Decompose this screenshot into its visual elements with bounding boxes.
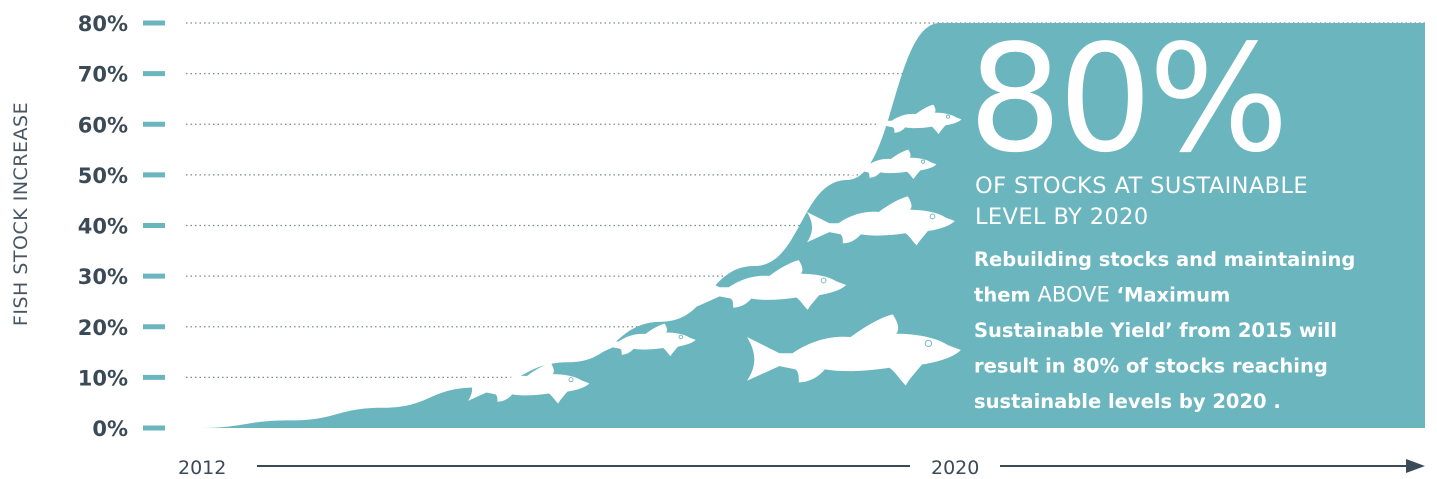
x-axis-arrow [257, 459, 1425, 473]
y-tick-label: 60% [78, 113, 128, 137]
y-tick-label: 50% [78, 164, 128, 188]
subheadline-line-1: OF STOCKS AT SUSTAINABLE [975, 173, 1308, 199]
y-tick-label: 20% [78, 316, 128, 340]
y-tick-label: 70% [78, 63, 128, 87]
body-paragraph: Rebuilding stocks and maintaining them AB… [974, 248, 1355, 413]
body-line: result in 80% of stocks reaching [974, 355, 1328, 378]
body-line: them ABOVE ‘Maximum [974, 283, 1230, 307]
body-line: sustainable levels by 2020 . [974, 390, 1281, 413]
fish-eye [568, 377, 574, 383]
y-tick-label: 40% [78, 215, 128, 239]
y-axis-label: FISH STOCK INCREASE [10, 102, 32, 326]
body-line: Sustainable Yield’ from 2015 will [974, 319, 1337, 342]
y-tick-label: 80% [78, 12, 128, 36]
subheadline-line-2: LEVEL BY 2020 [975, 204, 1149, 230]
fish-illustrations [468, 104, 962, 404]
area-series [198, 23, 1425, 428]
y-axis-ticks: 0% 10% 20% 30% 40% 50% 60% 70% 80% [78, 12, 165, 441]
fish-eye [678, 334, 684, 340]
x-tick-label-start: 2012 [178, 457, 226, 479]
fish-eye [929, 213, 936, 220]
fish-eye [945, 114, 951, 119]
fish-eye [924, 339, 933, 348]
y-tick-label: 30% [78, 265, 128, 289]
x-tick-label-end: 2020 [931, 457, 979, 479]
y-tick-label: 0% [92, 417, 128, 441]
arrow-head-icon [1406, 459, 1425, 473]
headline-80-percent: 80% [968, 13, 1285, 185]
fish-eye [920, 159, 926, 164]
fish-eye [820, 277, 827, 284]
y-tick-label: 10% [78, 366, 128, 390]
area-fill [198, 23, 1425, 428]
body-line: Rebuilding stocks and maintaining [974, 248, 1355, 271]
